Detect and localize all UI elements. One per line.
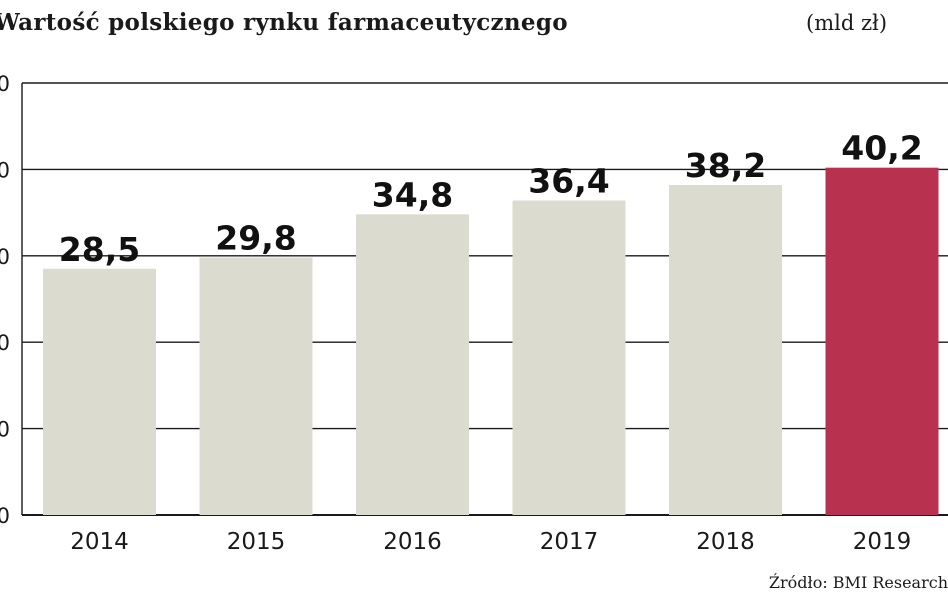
y-tick-label: 0	[0, 504, 10, 528]
data-label-2017: 36,4	[528, 162, 609, 201]
x-axis-ticks: 2014 2015 2016 2017 2018 2019	[70, 529, 911, 555]
y-tick-label: 0	[0, 418, 10, 442]
x-tick-label: 2017	[540, 529, 599, 555]
x-tick-label: 2016	[383, 529, 442, 555]
bar-2015	[199, 257, 313, 515]
data-labels: 28,5 29,8 34,8 36,4 38,2 40,2	[59, 129, 923, 269]
x-tick-label: 2018	[696, 529, 755, 555]
bar-2019	[825, 167, 939, 515]
y-tick-label: 0	[0, 245, 10, 269]
data-label-2019: 40,2	[841, 129, 922, 168]
gridlines	[21, 82, 948, 516]
data-label-2015: 29,8	[215, 219, 296, 258]
bars	[43, 167, 939, 515]
x-tick-label: 2014	[70, 529, 129, 555]
y-tick-label: 0	[0, 331, 10, 355]
x-tick-label: 2015	[227, 529, 286, 555]
source-note: Źródło: BMI Research	[769, 572, 948, 592]
bar-2018	[669, 184, 782, 515]
y-tick-label: 0	[0, 158, 10, 182]
data-label-2016: 34,8	[372, 175, 453, 214]
bar-2014	[43, 268, 156, 515]
chart-unit: (mld zł)	[806, 11, 887, 35]
x-tick-label: 2019	[853, 529, 912, 555]
data-label-2014: 28,5	[59, 230, 140, 269]
chart-title: Wartość polskiego rynku farmaceutycznego	[0, 9, 568, 36]
y-tick-label: 0	[0, 72, 10, 96]
y-axis-ticks: 0 0 0 0 0 0	[0, 72, 10, 528]
bar-2016	[356, 214, 469, 515]
bar-2017	[512, 200, 626, 515]
data-label-2018: 38,2	[685, 146, 766, 185]
